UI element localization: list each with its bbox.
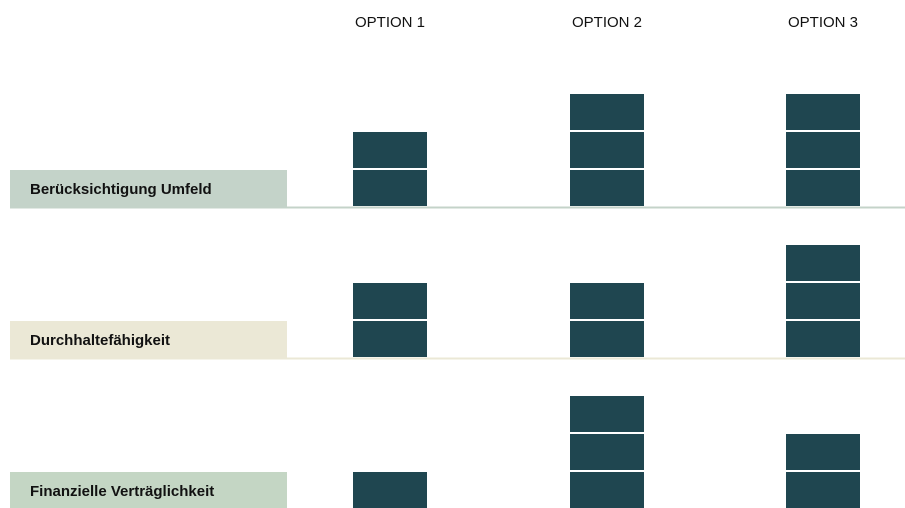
- score-block: [570, 132, 644, 168]
- criterion-label-bg: [10, 170, 287, 207]
- option-header: OPTION 3: [788, 14, 858, 31]
- score-block: [570, 94, 644, 130]
- score-block: [570, 472, 644, 508]
- score-block: [786, 94, 860, 130]
- score-block: [570, 170, 644, 206]
- score-block: [570, 434, 644, 470]
- score-block: [353, 321, 427, 357]
- criterion-label: Durchhaltefähigkeit: [30, 332, 170, 349]
- score-block: [353, 472, 427, 508]
- option-header: OPTION 2: [572, 14, 642, 31]
- criterion-label: Berücksichtigung Umfeld: [30, 181, 212, 198]
- option-header: OPTION 1: [355, 14, 425, 31]
- score-block: [570, 321, 644, 357]
- score-block: [786, 283, 860, 319]
- score-block: [570, 283, 644, 319]
- score-block: [786, 321, 860, 357]
- score-block: [786, 472, 860, 508]
- score-block: [570, 396, 644, 432]
- criterion-label: Finanzielle Verträglichkeit: [30, 483, 214, 500]
- score-block: [353, 132, 427, 168]
- score-block: [786, 170, 860, 206]
- score-block: [353, 283, 427, 319]
- score-block: [353, 170, 427, 206]
- criterion-label-bg: [10, 321, 287, 358]
- criterion-label-bg: [10, 472, 287, 508]
- score-block: [786, 245, 860, 281]
- score-block: [786, 132, 860, 168]
- score-block: [786, 434, 860, 470]
